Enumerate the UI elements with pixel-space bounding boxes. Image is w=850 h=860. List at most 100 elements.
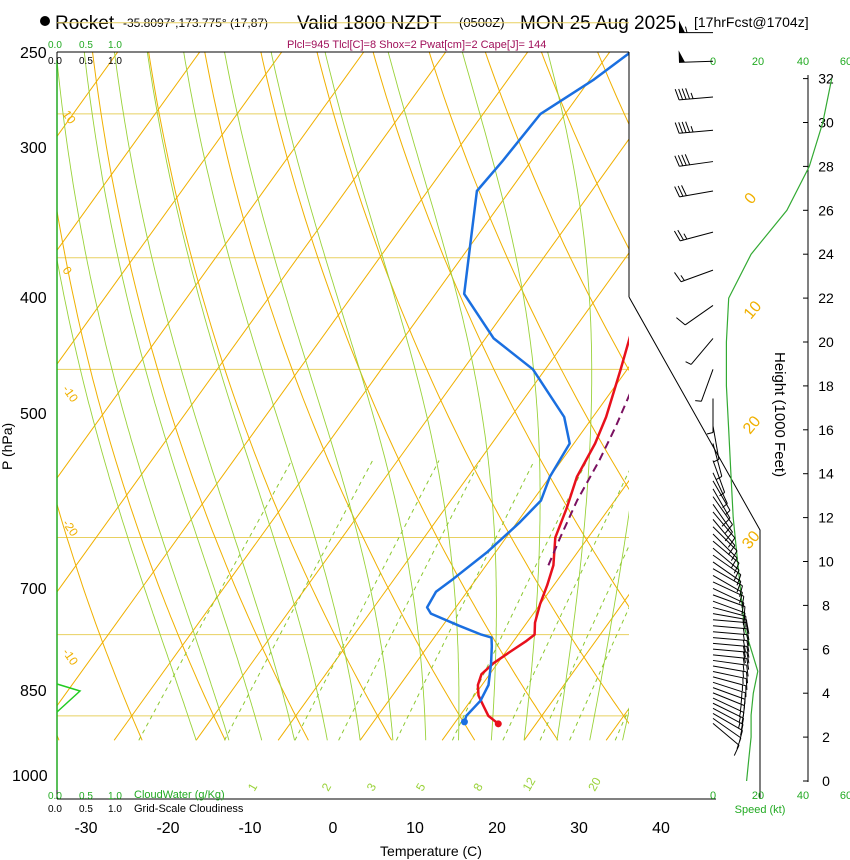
dry-adiabat--40: [57, 733, 60, 741]
moist-adiabat-lines: [57, 52, 629, 741]
speed-axis-label: Speed (kt): [735, 804, 786, 816]
wind-barb-half-3: [737, 722, 741, 729]
speed-bottom-0: 0: [710, 790, 716, 802]
wind-barb-14: [712, 648, 750, 664]
wind-barb-staff-29: [712, 554, 742, 576]
wind-barb-flag-16: [746, 640, 750, 652]
wind-speed-profile: [725, 78, 833, 782]
dry-adiabat-30: [316, 52, 629, 725]
wind-barb-45: [695, 369, 714, 402]
isotherm-label-10: 10: [741, 298, 766, 323]
wind-barb-half-40: [722, 503, 728, 508]
wind-barb-staff-9: [712, 676, 746, 687]
dry-adiabat-120: [796, 2, 850, 740]
isotherm--80: [57, 52, 201, 252]
moist-adiabat--8: [113, 52, 295, 741]
forecast-info: [17hrFcst@1704z]: [694, 14, 809, 30]
pressure-label-700: 700: [20, 581, 47, 598]
pressure-label-500: 500: [20, 406, 47, 423]
temp-tick-label-40: 40: [652, 820, 670, 837]
dry-adiabat--20: [57, 208, 226, 741]
wind-barb-half-53: [690, 92, 694, 99]
wind-barb-39: [712, 480, 731, 516]
wind-barb-staff-52: [679, 129, 714, 134]
dry-adiabat-label-4: -10: [60, 646, 82, 669]
dewpoint-surface-marker: [460, 718, 468, 726]
wind-barb-staff-4: [712, 702, 744, 719]
wind-barb-55: [679, 20, 713, 34]
height-label-24: 24: [818, 246, 834, 262]
wind-barb-staff-13: [712, 654, 747, 659]
wind-barb-flag-12: [746, 665, 749, 677]
wind-barb-flag-23: [743, 606, 746, 618]
wind-barb-flag-51: [681, 154, 687, 166]
wind-barb-34: [712, 519, 736, 556]
wind-barb-flag-25: [741, 596, 745, 608]
wind-barb-30: [712, 547, 740, 581]
height-label-8: 8: [822, 597, 830, 613]
wind-barb-37: [712, 496, 733, 534]
wind-barb-flag-17: [746, 634, 750, 646]
wind-barb-staff-49: [680, 231, 714, 242]
moist-adiabat-28: [589, 510, 629, 741]
wind-barb-29: [712, 554, 742, 586]
cloud-bottom-green-1: 1.0: [108, 791, 122, 802]
wind-barb-flag-34: [727, 545, 736, 556]
dry-adiabat-100: [687, 2, 850, 740]
wind-barb-flag-50: [677, 185, 684, 197]
speed-axis-bottom: 0 20 40 60 Speed (kt): [710, 790, 850, 816]
x-axis-label: Temperature (C): [380, 843, 482, 859]
isotherm--50: [57, 52, 447, 593]
temp-tick-label-10: 10: [406, 820, 424, 837]
mixing-ratio-8: [451, 460, 588, 741]
wind-barb-21: [712, 606, 747, 628]
wind-barb-28: [712, 561, 742, 593]
wind-barb-staff-33: [712, 526, 738, 552]
wind-barb-36: [712, 504, 733, 542]
speed-top-60: 60: [840, 56, 850, 68]
wind-barb-flag-53: [678, 88, 684, 100]
pressure-label-250: 250: [20, 45, 47, 62]
moist-adiabat-0: [183, 52, 361, 741]
wind-barb-staff-7: [712, 687, 746, 700]
wind-barb-16: [712, 637, 750, 652]
isotherm--20: [195, 138, 629, 741]
wind-barb-flag-36: [724, 531, 733, 542]
wind-barb-staff-41: [712, 460, 726, 493]
speed-bottom-20: 20: [752, 790, 764, 802]
moist-adiabat--4: [146, 52, 328, 741]
wind-barb-flag-10: [745, 678, 748, 690]
height-label-6: 6: [822, 641, 830, 657]
wind-barb-flag-2: [739, 730, 743, 742]
wind-barb-12: [712, 659, 749, 677]
wind-barb-flag-52: [681, 121, 687, 133]
indices-line: Plcl=945 Tlcl[C]=8 Shox=2 Pwat[cm]=2 Cap…: [287, 39, 546, 51]
wind-barb-staff-48: [680, 269, 714, 283]
wind-barb-staff-31: [712, 540, 740, 564]
height-label-14: 14: [818, 466, 834, 482]
wind-barb-staff-45: [700, 369, 714, 402]
wind-barb-0: [712, 722, 740, 756]
pressure-label-400: 400: [20, 290, 47, 307]
wind-barb-half-18: [742, 628, 745, 635]
wind-barb-flag-48: [674, 272, 682, 283]
wind-barb-staff-28: [712, 561, 742, 582]
dry-adiabat-80: [597, 52, 629, 126]
wind-barb-flag-14: [742, 651, 746, 664]
wind-barb-flag-53: [681, 88, 687, 100]
wind-barb-49: [673, 229, 714, 242]
wind-barb-flag-4: [740, 718, 745, 730]
wind-barb-half-13: [742, 657, 745, 665]
wind-barb-half-52: [690, 126, 694, 133]
wind-barb-staff-12: [712, 659, 747, 666]
wind-barb-flag-28: [736, 581, 742, 593]
wind-barb-pennant-55: [679, 20, 685, 33]
moist-adiabat--12: [83, 52, 263, 741]
dry-adiabat--30: [57, 502, 143, 741]
mixing-ratio-label-3: 3: [364, 780, 380, 793]
wind-barb-staff-50: [679, 190, 714, 198]
isotherm--40: [57, 52, 529, 707]
height-label-4: 4: [822, 685, 830, 701]
wind-barb-half-44: [706, 431, 714, 435]
wind-barb-staff-19: [712, 619, 747, 624]
